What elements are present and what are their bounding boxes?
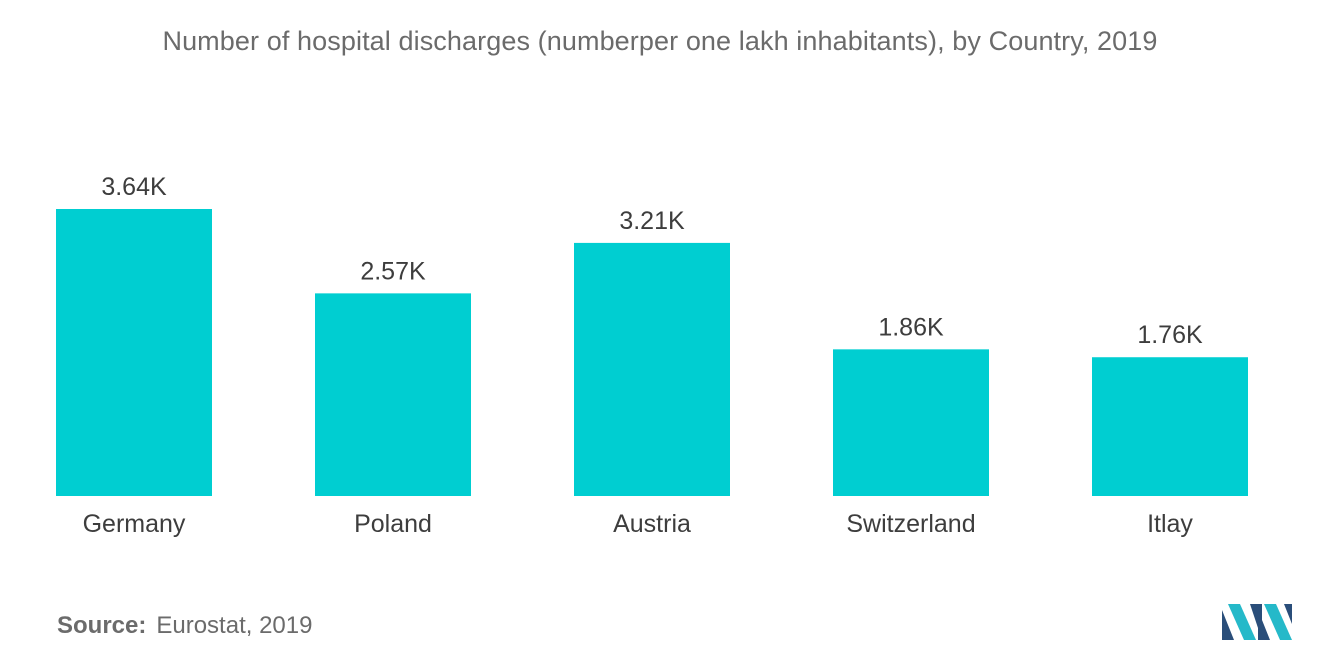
- source-label: Source:: [57, 612, 147, 639]
- bar-chart: 3.64K Germany 2.57K Poland 3.21K Austria 1.86K…: [56, 173, 1248, 538]
- bar-switzerland: [833, 349, 989, 496]
- source-note: Source: Eurostat, 2019: [57, 612, 312, 640]
- data-label-poland: 2.57K: [360, 257, 426, 285]
- data-label-germany: 3.64K: [101, 173, 167, 201]
- chart-title: Number of hospital discharges (numberper…: [162, 26, 1158, 56]
- x-tick-label-poland: Poland: [354, 510, 432, 538]
- x-tick-label-germany: Germany: [83, 510, 186, 538]
- bar-poland: [315, 293, 471, 496]
- mordor-intelligence-logo-icon: [1222, 604, 1292, 640]
- data-label-austria: 3.21K: [619, 207, 685, 235]
- source-text: Eurostat, 2019: [156, 612, 313, 639]
- bar-germany: [56, 209, 212, 496]
- x-tick-label-itlay: Itlay: [1147, 510, 1193, 538]
- x-tick-label-austria: Austria: [613, 510, 691, 538]
- bar-austria: [574, 242, 730, 496]
- data-label-switzerland: 1.86K: [878, 313, 944, 341]
- x-tick-label-switzerland: Switzerland: [846, 510, 975, 538]
- bar-itlay: [1092, 357, 1248, 496]
- data-label-itlay: 1.76K: [1137, 321, 1203, 349]
